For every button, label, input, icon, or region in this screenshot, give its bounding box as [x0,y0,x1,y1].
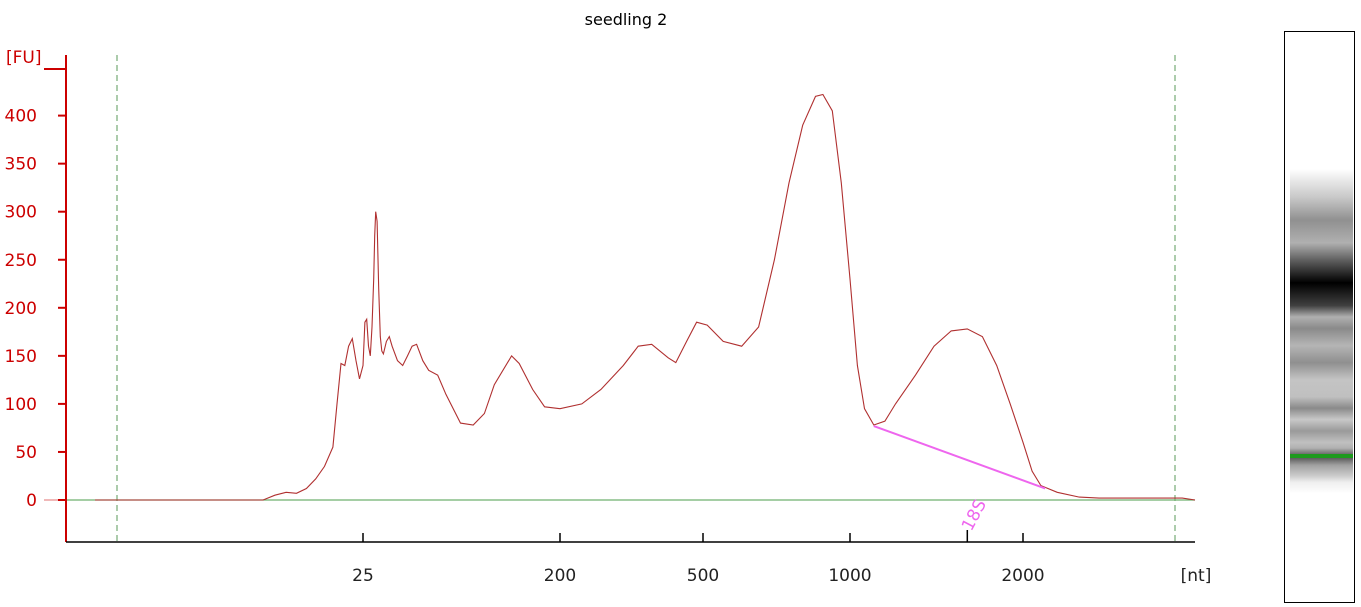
x-tick-label-25: 25 [352,566,374,586]
y-tick-label-0: 0 [26,491,37,511]
y-tick-label-350: 350 [5,155,37,175]
gel-image [1284,31,1355,603]
plot-area: 0 50 100 150 200 250 300 350 400 [FU] 25 200 500 1000… [5,48,1212,586]
y-axis-label: [FU] [6,48,42,68]
gel-lane [1290,32,1353,602]
annotation-label-1: 18S [958,496,991,534]
x-tick-label-200: 200 [544,566,576,586]
y-tick-label-200: 200 [5,299,37,319]
y-tick-label-400: 400 [5,107,37,127]
y-tick-label-150: 150 [5,347,37,367]
y-tick-label-250: 250 [5,251,37,271]
gel-lane-bands [1290,32,1353,602]
x-axis-label: [nt] [1181,566,1212,586]
x-tick-label-1000: 1000 [828,566,871,586]
x-tick-label-2000: 2000 [1001,566,1044,586]
electropherogram-chart: seedling 2 0 50 100 150 200 250 300 350 400 [FU] 2… [5,10,1212,586]
gel-marker-band [1290,454,1353,458]
y-tick-label-300: 300 [5,203,37,223]
y-tick-label-50: 50 [15,443,37,463]
peak-baseline-line [873,425,1046,490]
x-tick-label-500: 500 [687,566,719,586]
y-tick-label-100: 100 [5,395,37,415]
series-trace [95,93,1196,501]
chart-title: seedling 2 [585,10,668,29]
